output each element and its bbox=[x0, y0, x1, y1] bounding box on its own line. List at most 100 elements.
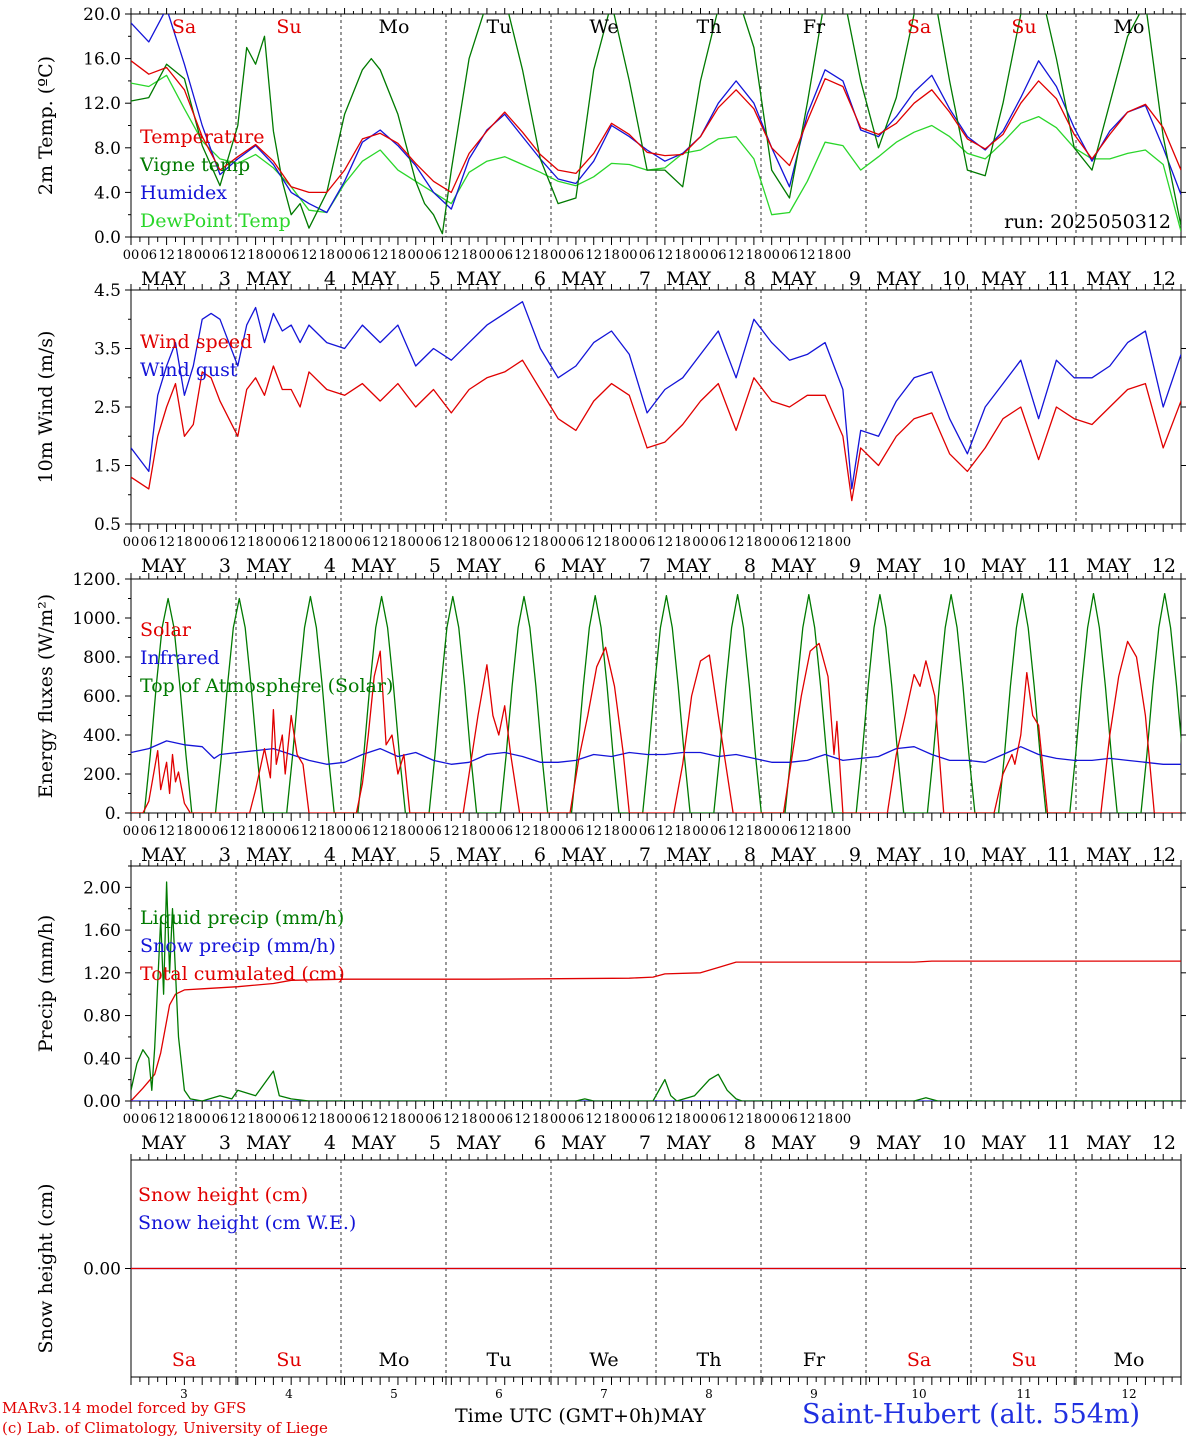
month-label: MAY bbox=[351, 844, 396, 866]
hour-tick-label: 00 bbox=[621, 535, 638, 550]
day-number-label: 7 bbox=[600, 1387, 608, 1401]
month-label: MAY bbox=[561, 555, 606, 577]
hour-tick-label: 06 bbox=[283, 824, 300, 839]
day-date-label: 7 bbox=[639, 844, 651, 866]
month-label: MAY bbox=[876, 555, 921, 577]
hour-tick-label: 06 bbox=[781, 1112, 798, 1127]
hour-tick-label: 06 bbox=[568, 1112, 585, 1127]
month-label: MAY bbox=[1086, 268, 1131, 290]
hour-tick-label: 00 bbox=[123, 824, 140, 839]
month-label: MAY bbox=[246, 1132, 291, 1154]
hour-tick-label: 06 bbox=[425, 248, 442, 263]
y-tick-label: 16.0 bbox=[83, 50, 121, 70]
panel-4: 0.00 0.40 0.80 1.20 1.60 2.00 Precip (mm/h) Liq… bbox=[35, 860, 1186, 1154]
hour-tick-label: 06 bbox=[568, 824, 585, 839]
hour-tick-label: 18 bbox=[532, 248, 549, 263]
legend-entry: Snow height (cm W.E.) bbox=[138, 1212, 356, 1234]
day-number-label: 6 bbox=[495, 1387, 503, 1401]
series-line-vigne-temp bbox=[131, 14, 1181, 235]
hour-tick-label: 00 bbox=[692, 824, 709, 839]
hour-tick-label: 18 bbox=[674, 824, 691, 839]
day-number-label: 12 bbox=[1121, 1387, 1136, 1401]
hour-tick-label: 00 bbox=[265, 535, 282, 550]
hour-tick-label: 00 bbox=[763, 535, 780, 550]
hour-tick-label: 18 bbox=[461, 824, 478, 839]
day-date-label: 9 bbox=[849, 844, 861, 866]
hour-tick-label: 18 bbox=[176, 1112, 193, 1127]
hour-tick-label: 06 bbox=[496, 1112, 513, 1127]
hour-tick-label: 00 bbox=[407, 1112, 424, 1127]
hour-tick-label: 12 bbox=[514, 824, 531, 839]
hour-tick-label: 00 bbox=[479, 1112, 496, 1127]
series-line-wind-speed bbox=[131, 359, 1181, 502]
hour-tick-label: 00 bbox=[265, 824, 282, 839]
hour-tick-label: 06 bbox=[496, 535, 513, 550]
month-label: MAY bbox=[771, 1132, 816, 1154]
month-label: MAY bbox=[141, 1132, 186, 1154]
hour-tick-label: 18 bbox=[390, 248, 407, 263]
hour-tick-label: 00 bbox=[621, 1112, 638, 1127]
legend-entry: Humidex bbox=[140, 182, 227, 204]
hour-tick-label: 06 bbox=[710, 248, 727, 263]
day-number-label: 3 bbox=[180, 1387, 188, 1401]
hour-tick-label: 18 bbox=[461, 535, 478, 550]
hour-tick-label: 00 bbox=[763, 248, 780, 263]
hour-tick-label: 18 bbox=[746, 535, 763, 550]
day-date-label: 12 bbox=[1152, 844, 1176, 866]
hour-tick-label: 18 bbox=[674, 535, 691, 550]
y-tick-label: 1.60 bbox=[83, 921, 121, 941]
day-date-label: 4 bbox=[324, 1132, 336, 1154]
month-label: MAY bbox=[666, 555, 711, 577]
month-label: MAY bbox=[981, 268, 1026, 290]
y-tick-label: 2.00 bbox=[83, 878, 121, 898]
hour-tick-label: 06 bbox=[781, 824, 798, 839]
hour-tick-label: 06 bbox=[639, 824, 656, 839]
hour-tick-label: 00 bbox=[336, 248, 353, 263]
day-of-week-label: Fr bbox=[803, 16, 826, 38]
panel-5: 0.00 Snow height (cm) Snow height (cm) Snow… bbox=[35, 1154, 1186, 1401]
hour-tick-label: 12 bbox=[158, 248, 175, 263]
day-date-label: 7 bbox=[639, 268, 651, 290]
month-label: MAY bbox=[771, 555, 816, 577]
day-date-label: 9 bbox=[849, 555, 861, 577]
y-tick-label: 0.00 bbox=[83, 1092, 121, 1112]
hour-tick-label: 00 bbox=[194, 535, 211, 550]
month-label: MAY bbox=[246, 844, 291, 866]
y-tick-label: 1.5 bbox=[94, 457, 121, 477]
hour-tick-label: 00 bbox=[550, 824, 567, 839]
hour-tick-label: 12 bbox=[585, 248, 602, 263]
day-date-label: 10 bbox=[942, 268, 966, 290]
hour-tick-label: 12 bbox=[158, 824, 175, 839]
legend-entry: Infrared bbox=[140, 647, 220, 669]
hour-tick-label: 06 bbox=[496, 248, 513, 263]
day-date-label: 9 bbox=[849, 268, 861, 290]
month-label: MAY bbox=[1086, 1132, 1131, 1154]
legend-entry: Liquid precip (mm/h) bbox=[140, 907, 344, 929]
hour-tick-label: 18 bbox=[746, 1112, 763, 1127]
y-axis-label: 2m Temp. (ºC) bbox=[35, 56, 57, 195]
hour-tick-label: 06 bbox=[212, 535, 229, 550]
hour-tick-label: 06 bbox=[781, 248, 798, 263]
hour-tick-label: 06 bbox=[212, 824, 229, 839]
hour-tick-label: 18 bbox=[176, 535, 193, 550]
hour-tick-label: 18 bbox=[247, 535, 264, 550]
hour-tick-label: 00 bbox=[194, 1112, 211, 1127]
y-tick-label: 20.0 bbox=[83, 5, 121, 25]
hour-tick-label: 18 bbox=[390, 1112, 407, 1127]
hour-tick-label: 06 bbox=[425, 824, 442, 839]
series-line-wind-gust bbox=[131, 301, 1181, 490]
hour-tick-label: 06 bbox=[354, 824, 371, 839]
month-label: MAY bbox=[456, 1132, 501, 1154]
hour-tick-label: 18 bbox=[461, 1112, 478, 1127]
legend-entry: Snow precip (mm/h) bbox=[140, 935, 336, 957]
hour-tick-label: 12 bbox=[799, 248, 816, 263]
y-tick-label: 0.40 bbox=[83, 1049, 121, 1069]
hour-tick-label: 12 bbox=[728, 535, 745, 550]
legend-entry: Snow height (cm) bbox=[138, 1184, 308, 1206]
month-label: MAY bbox=[666, 1132, 711, 1154]
day-date-label: 8 bbox=[744, 844, 756, 866]
day-of-week-label: Mo bbox=[1114, 16, 1145, 38]
day-of-week-label: Su bbox=[1011, 16, 1036, 38]
hour-tick-label: 06 bbox=[354, 1112, 371, 1127]
hour-tick-label: 00 bbox=[550, 535, 567, 550]
